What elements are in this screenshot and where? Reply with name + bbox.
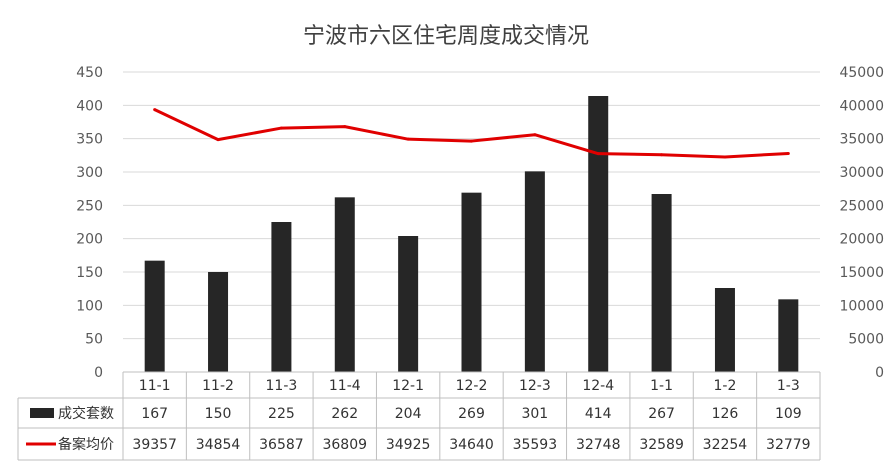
data-label: 34640 xyxy=(449,437,494,453)
data-label: 32779 xyxy=(766,437,811,453)
left-tick-label: 100 xyxy=(76,298,103,314)
bar xyxy=(208,272,229,372)
bar xyxy=(271,222,292,372)
right-tick-label: 40000 xyxy=(839,98,884,114)
legend-label: 备案均价 xyxy=(58,436,114,453)
data-label: 36809 xyxy=(322,437,367,453)
x-tick-label: 11-1 xyxy=(139,378,171,394)
data-label: 34854 xyxy=(196,437,241,453)
x-tick-label: 12-4 xyxy=(582,378,614,394)
x-tick-label: 11-2 xyxy=(202,378,234,394)
right-tick-label: 30000 xyxy=(839,165,884,181)
left-tick-label: 350 xyxy=(76,132,103,148)
bar xyxy=(778,299,799,372)
data-label: 269 xyxy=(458,406,485,422)
x-tick-label: 11-4 xyxy=(329,378,361,394)
data-label: 150 xyxy=(205,406,232,422)
line-point xyxy=(723,155,727,159)
data-label: 109 xyxy=(775,406,802,422)
data-label: 225 xyxy=(268,406,295,422)
data-label: 301 xyxy=(521,406,548,422)
right-tick-label: 20000 xyxy=(839,232,884,248)
line-point xyxy=(786,151,790,155)
line-point xyxy=(153,108,157,112)
line-point xyxy=(406,137,410,141)
bar xyxy=(588,96,609,372)
bar xyxy=(461,192,482,372)
chart-title: 宁波市六区住宅周度成交情况 xyxy=(303,24,589,49)
left-axis-ticks: 0 50 100 150 200 250 300 350 400 450 xyxy=(76,65,103,381)
data-label: 167 xyxy=(141,406,168,422)
line-point xyxy=(533,133,537,137)
line-path xyxy=(154,108,789,159)
line-point xyxy=(216,138,220,142)
line-point xyxy=(660,153,664,157)
bar xyxy=(714,288,735,372)
line-point xyxy=(470,139,473,143)
data-label: 36587 xyxy=(259,437,304,453)
right-tick-label: 35000 xyxy=(839,132,884,148)
data-label: 414 xyxy=(585,406,612,422)
data-label: 34925 xyxy=(386,437,431,453)
right-axis-ticks: 0 5000 10000 15000 20000 25000 30000 35000 40000… xyxy=(839,65,884,381)
bar xyxy=(651,194,672,372)
left-tick-label: 50 xyxy=(85,332,103,348)
right-tick-label: 25000 xyxy=(839,198,884,214)
line-point xyxy=(596,152,600,156)
bar xyxy=(334,197,355,372)
left-tick-label: 0 xyxy=(94,365,103,381)
bar xyxy=(398,236,419,372)
data-label: 32589 xyxy=(639,437,684,453)
left-tick-label: 300 xyxy=(76,165,103,181)
right-tick-label: 45000 xyxy=(839,65,884,81)
x-tick-label: 12-1 xyxy=(392,378,424,394)
data-label: 204 xyxy=(395,406,422,422)
data-label: 32748 xyxy=(576,437,621,453)
x-tick-label: 1-3 xyxy=(777,378,800,394)
right-tick-label: 15000 xyxy=(839,265,884,281)
left-tick-label: 400 xyxy=(76,98,103,114)
right-tick-label: 5000 xyxy=(848,332,884,348)
x-tick-label: 1-1 xyxy=(650,378,673,394)
left-tick-label: 200 xyxy=(76,232,103,248)
data-label: 35593 xyxy=(513,437,558,453)
legend-label: 成交套数 xyxy=(58,405,114,422)
x-tick-label: 1-2 xyxy=(714,378,737,394)
data-label: 262 xyxy=(331,406,358,422)
x-tick-label: 11-3 xyxy=(266,378,298,394)
data-table: 11-1 11-2 11-3 11-4 12-1 12-2 12-3 12-4 1-1 1-2 1-… xyxy=(17,371,821,461)
left-tick-label: 250 xyxy=(76,198,103,214)
left-tick-label: 150 xyxy=(76,265,103,281)
left-tick-label: 450 xyxy=(76,65,103,81)
line-point xyxy=(343,125,347,129)
x-tick-label: 12-2 xyxy=(456,378,488,394)
bar xyxy=(144,260,165,372)
data-label: 32254 xyxy=(703,437,748,453)
data-label: 126 xyxy=(712,406,739,422)
right-tick-label: 10000 xyxy=(839,298,884,314)
line-point xyxy=(279,126,283,130)
bar xyxy=(524,171,545,372)
data-label: 39357 xyxy=(132,437,177,453)
x-tick-label: 12-3 xyxy=(519,378,551,394)
legend-swatch-bar xyxy=(30,408,54,418)
bar-series xyxy=(144,96,799,372)
data-label: 267 xyxy=(648,406,675,422)
right-tick-label: 0 xyxy=(875,365,884,381)
line-series xyxy=(153,108,790,159)
